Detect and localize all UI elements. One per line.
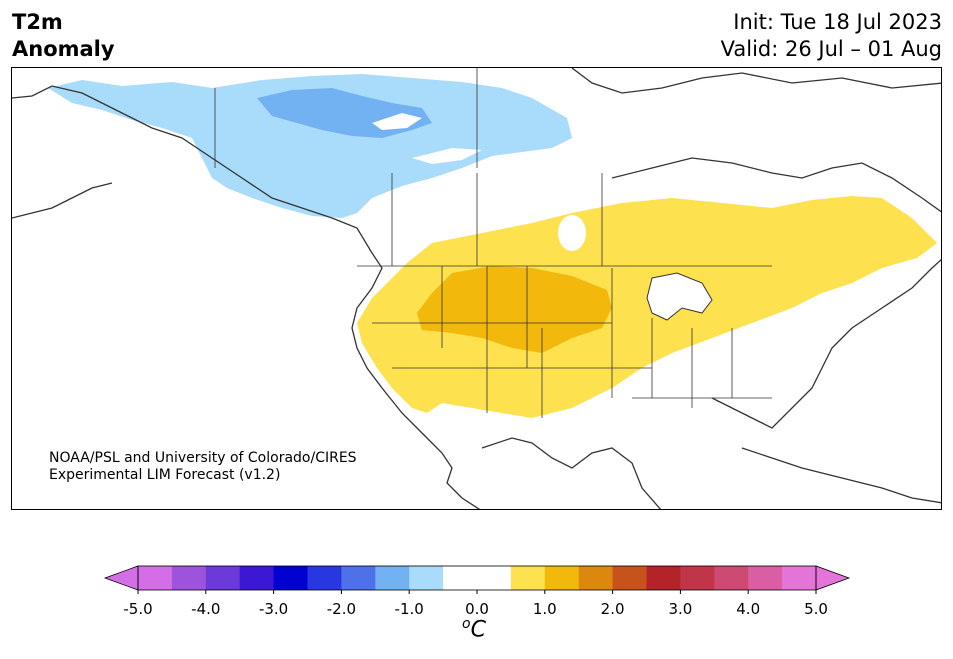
colorbar-tick-label: -3.0: [259, 600, 288, 618]
baffin-inlet: [412, 148, 482, 164]
colorbar-cell: [612, 566, 647, 590]
warm-anomaly-region: [357, 196, 937, 418]
coastlines: [12, 68, 941, 509]
lake: [558, 215, 586, 251]
colorbar-over-arrow: [815, 565, 851, 591]
forecast-dates: Init: Tue 18 Jul 2023 Valid: 26 Jul – 01…: [721, 9, 942, 63]
hudson-bay-inlet: [372, 113, 422, 130]
valid-date: Valid: 26 Jul – 01 Aug: [720, 37, 942, 61]
colorbar-cells: [138, 566, 817, 590]
colorbar-cell: [510, 566, 546, 590]
colorbar-ticks: -5.0 -4.0 -3.0 -2.0 -1.0 0.0 1.0 2.0 3.0 4.0 5.0: [123, 590, 828, 618]
unit-symbol: C: [470, 617, 486, 643]
init-date: Init: Tue 18 Jul 2023: [733, 10, 942, 34]
colorbar-cell: [748, 566, 783, 590]
colorbar-cell: [578, 566, 614, 590]
colorbar-cell: [646, 566, 681, 590]
credit-line-2: Experimental LIM Forecast (v1.2): [49, 467, 281, 483]
colorbar-cell: [239, 566, 275, 590]
colorbar-cell: [138, 566, 173, 590]
colorbar-tick-label: 1.0: [533, 600, 557, 618]
colorbar-cell: [307, 566, 342, 590]
map-title: T2m Anomaly: [12, 9, 115, 63]
colorbar-cell: [273, 566, 308, 590]
colorbar-cell: [171, 566, 207, 590]
colorbar-cell: [714, 566, 749, 590]
colorbar-tick-label: 5.0: [804, 600, 828, 618]
colorbar-cell: [477, 566, 512, 590]
colorbar-unit: oC: [462, 616, 486, 642]
great-lakes: [646, 272, 713, 321]
cool-anomaly-region: [48, 74, 572, 218]
colorbar-tick-label: -4.0: [191, 600, 220, 618]
colorbar-cell: [341, 566, 376, 590]
anomaly-map: [12, 68, 941, 509]
colorbar-tick-label: 4.0: [736, 600, 760, 618]
colorbar-under-arrow: [103, 565, 139, 591]
colorbar-cell: [375, 566, 410, 590]
title-line-1: T2m: [12, 10, 63, 34]
colorbar-cell: [544, 566, 580, 590]
title-line-2: Anomaly: [12, 37, 115, 61]
colorbar-cell: [205, 566, 241, 590]
colorbar-tick-label: 2.0: [601, 600, 625, 618]
colorbar-tick-label: -5.0: [123, 600, 152, 618]
colorbar-tick-label: -1.0: [395, 600, 424, 618]
credit-line-1: NOAA/PSL and University of Colorado/CIRE…: [49, 450, 357, 466]
borders: [214, 68, 772, 418]
colorbar-cell: [782, 566, 817, 590]
warm-anomaly-core: [417, 266, 612, 353]
map-panel: [11, 67, 942, 510]
colorbar-tick-label: 3.0: [668, 600, 692, 618]
credit-text: NOAA/PSL and University of Colorado/CIRE…: [49, 450, 357, 484]
colorbar-cell: [409, 566, 444, 590]
colorbar-tick-label: 0.0: [465, 600, 489, 618]
colorbar-tick-label: -2.0: [327, 600, 356, 618]
colorbar-cell: [443, 566, 478, 590]
colorbar-cell: [680, 566, 715, 590]
unit-superscript: o: [462, 616, 471, 632]
